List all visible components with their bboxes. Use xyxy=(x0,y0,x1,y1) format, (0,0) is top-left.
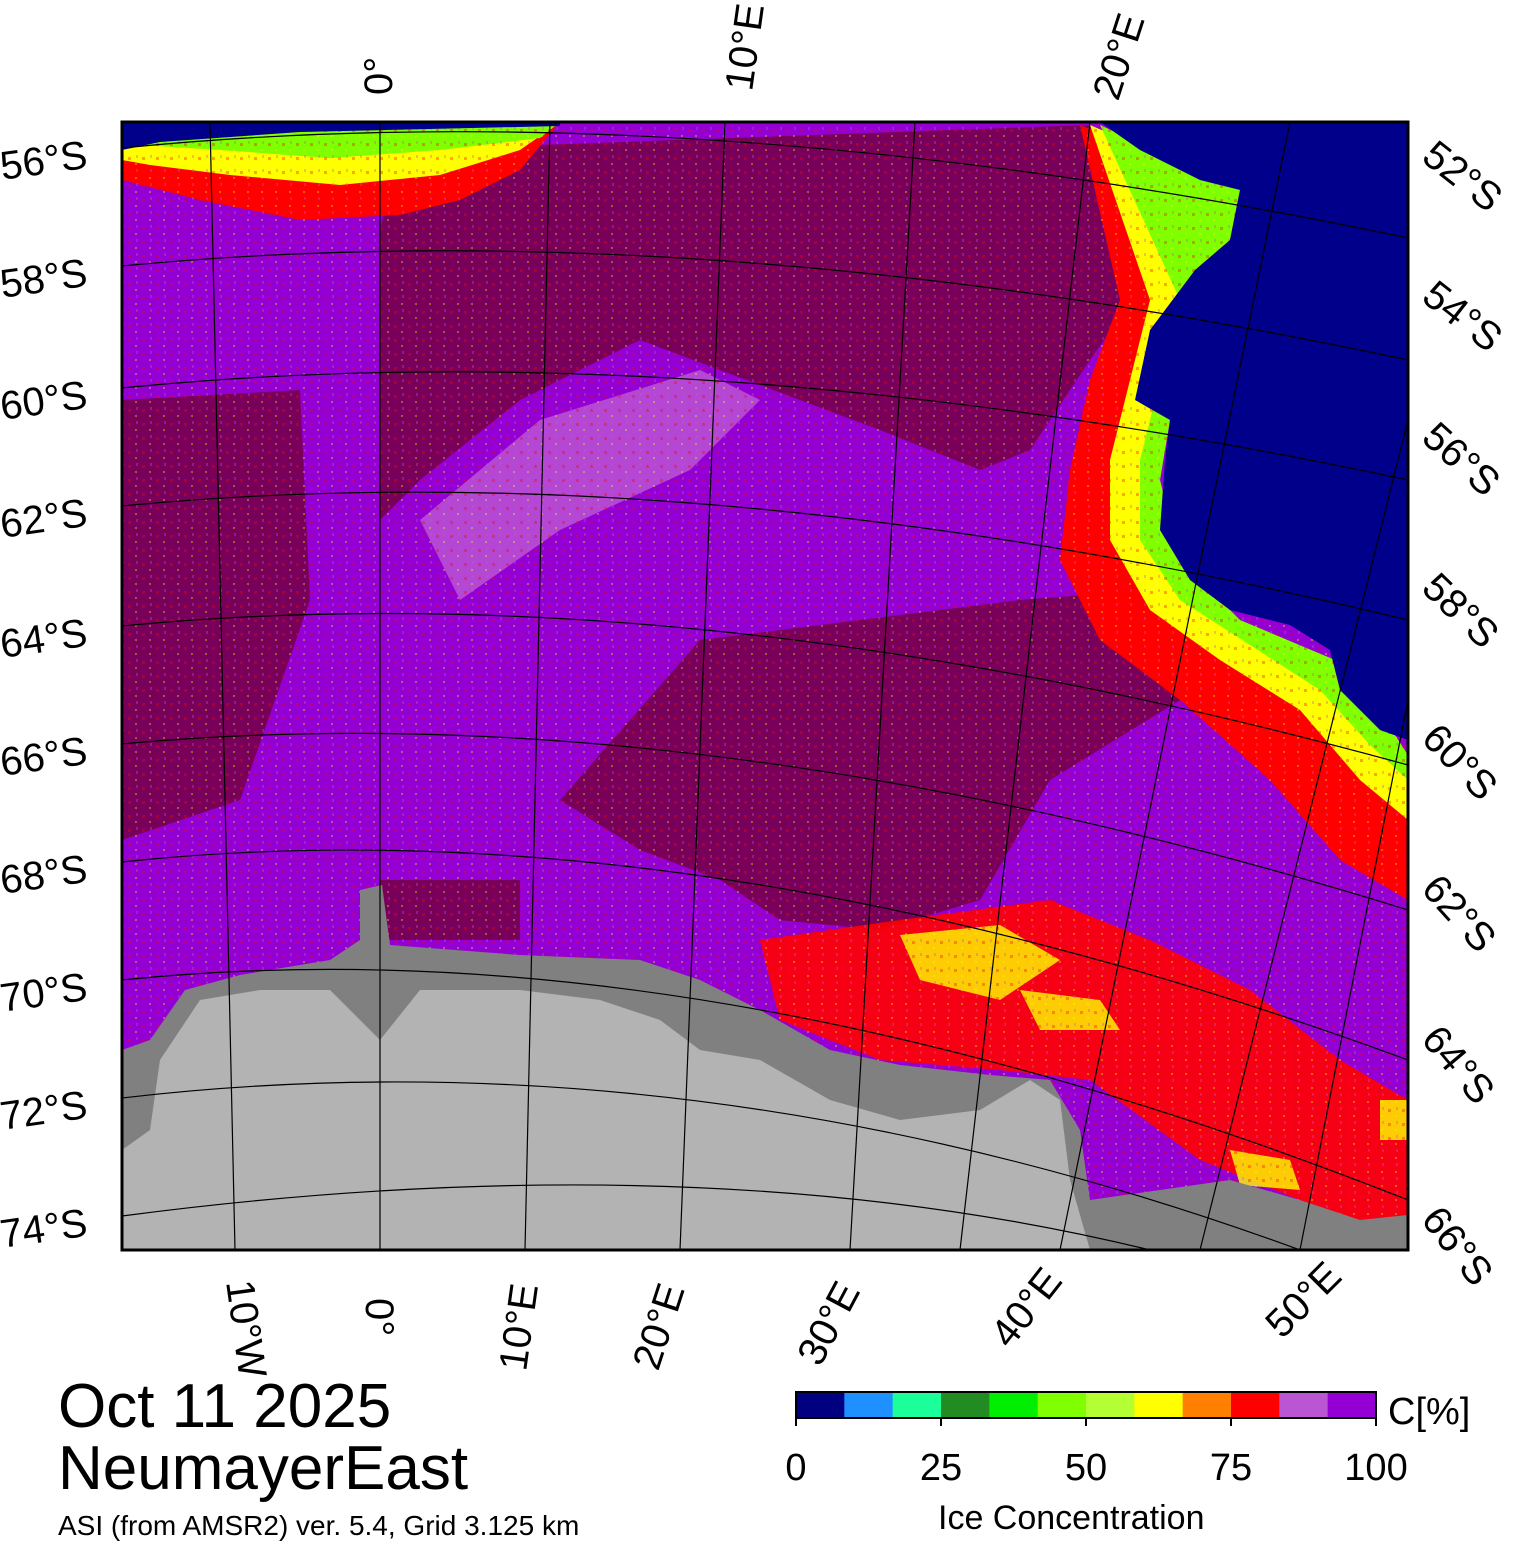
lon-label: 10°E xyxy=(717,1,773,93)
colorbar-segment xyxy=(1279,1392,1329,1418)
lat-label: 52°S xyxy=(1414,132,1510,220)
lon-label: 50°E xyxy=(1257,1254,1350,1347)
lon-label: 20°E xyxy=(1085,8,1154,105)
lat-label: 54°S xyxy=(1414,272,1510,360)
lat-labels-right: 52°S 54°S 56°S 58°S 60°S 62°S 64°S 66°S xyxy=(1413,132,1510,1294)
colorbar-tick: 0 xyxy=(785,1447,806,1489)
lat-label: 66°S xyxy=(1413,1198,1501,1294)
colorbar-segment xyxy=(989,1392,1039,1418)
colorbar-segment xyxy=(1327,1392,1377,1418)
lat-label: 68°S xyxy=(0,847,90,903)
region-name: NeumayerEast xyxy=(58,1434,469,1503)
lat-label: 66°S xyxy=(0,729,90,785)
colorbar xyxy=(795,1391,1377,1426)
colorbar-segment xyxy=(941,1392,990,1418)
lat-label: 58°S xyxy=(1414,565,1507,657)
lat-label: 56°S xyxy=(1414,414,1508,505)
colorbar-segment xyxy=(1231,1392,1280,1418)
antarctic-continent xyxy=(122,990,1090,1250)
colorbar-tick: 25 xyxy=(920,1447,962,1489)
lat-label: 70°S xyxy=(0,965,90,1021)
lat-label: 72°S xyxy=(0,1083,90,1139)
lat-label: 62°S xyxy=(0,491,90,547)
colorbar-tick: 100 xyxy=(1344,1447,1407,1489)
lon-labels-top: 0° 10°E 20°E xyxy=(357,1,1153,105)
lon-label: 40°E xyxy=(982,1260,1070,1356)
lat-label: 62°S xyxy=(1413,867,1504,961)
colorbar-tick: 50 xyxy=(1065,1447,1107,1489)
data-source: ASI (from AMSR2) ver. 5.4, Grid 3.125 km xyxy=(58,1510,580,1541)
lon-label: 0° xyxy=(357,1298,401,1336)
open-ocean-top-left xyxy=(122,122,560,150)
lat-label: 64°S xyxy=(0,611,90,667)
lon-labels-bottom: 10°W 0° 10°E 20°E 30°E 40°E 50°E xyxy=(217,1254,1350,1381)
colorbar-ticks: 0 25 50 75 100 xyxy=(785,1447,1407,1489)
lat-label: 60°S xyxy=(0,373,90,429)
lon-label: 30°E xyxy=(789,1275,869,1373)
lat-label: 58°S xyxy=(0,251,90,307)
graticule xyxy=(122,122,1408,1250)
colorbar-segment xyxy=(796,1392,845,1418)
lat-label: 60°S xyxy=(1414,716,1506,809)
open-ocean xyxy=(1100,122,1408,740)
lat-label: 56°S xyxy=(0,133,90,189)
colorbar-segment xyxy=(1134,1392,1184,1418)
lon-label: 20°E xyxy=(625,1278,694,1375)
map-date: Oct 11 2025 xyxy=(58,1372,392,1441)
lat-label: 64°S xyxy=(1413,1018,1503,1113)
colorbar-segment xyxy=(1182,1392,1232,1418)
lat-label: 74°S xyxy=(0,1201,90,1257)
colorbar-segment xyxy=(844,1392,894,1418)
colorbar-tick: 75 xyxy=(1210,1447,1252,1489)
lat-labels-left: 56°S 58°S 60°S 62°S 64°S 66°S 68°S 70°S … xyxy=(0,133,90,1257)
colorbar-unit: C[%] xyxy=(1388,1391,1470,1433)
lon-label: 0° xyxy=(357,57,401,95)
colorbar-title: Ice Concentration xyxy=(938,1499,1205,1537)
lon-label: 10°W xyxy=(217,1277,274,1381)
colorbar-segment xyxy=(1086,1392,1135,1418)
colorbar-segment xyxy=(1037,1392,1087,1418)
lon-label: 10°E xyxy=(491,1281,547,1373)
colorbar-segment xyxy=(892,1392,942,1418)
map-frame xyxy=(120,120,1410,1252)
